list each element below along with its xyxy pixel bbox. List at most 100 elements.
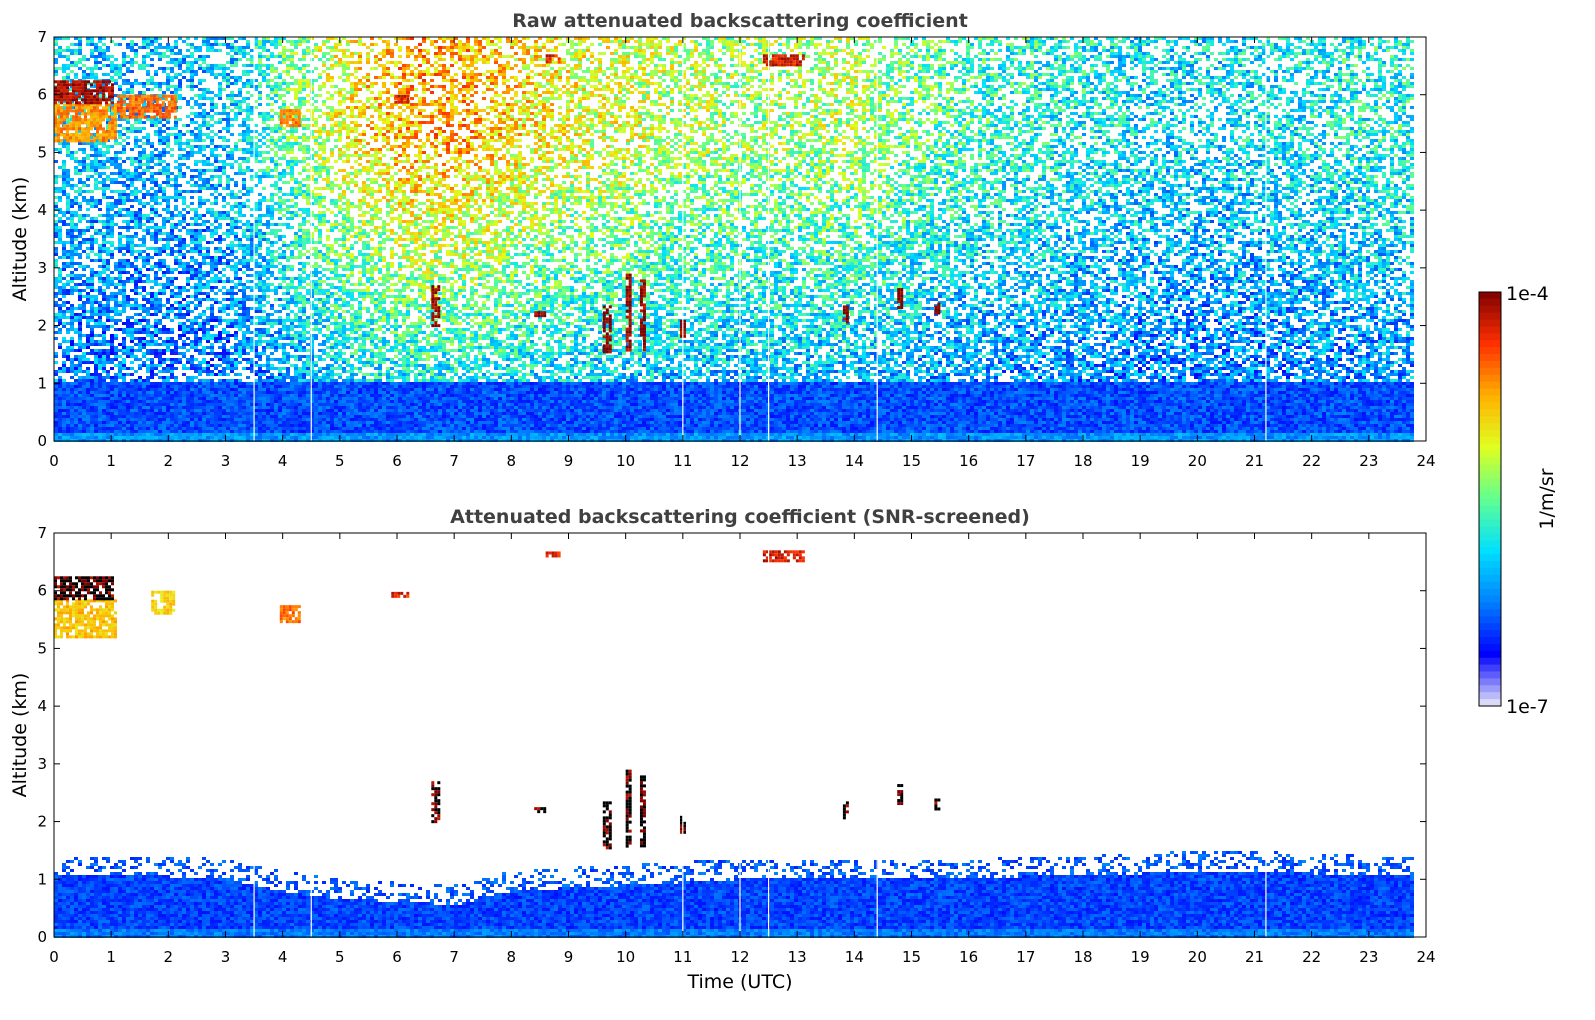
colorbar-step [1479, 644, 1501, 652]
x-tick-label: 4 [278, 948, 288, 966]
x-tick-label: 10 [616, 948, 635, 966]
colorbar-step [1479, 423, 1501, 431]
colorbar-step [1479, 465, 1501, 473]
colorbar-step [1479, 630, 1501, 638]
x-tick-label: 4 [278, 452, 288, 470]
data-gap-line [768, 533, 769, 937]
x-tick-label: 17 [1016, 948, 1035, 966]
x-tick-label: 20 [1188, 948, 1207, 966]
colorbar-step [1479, 699, 1501, 707]
x-tick-label: 5 [335, 948, 345, 966]
x-tick-label: 18 [1073, 948, 1092, 966]
colorbar-step [1479, 347, 1501, 355]
x-tick-label: 1 [106, 452, 116, 470]
data-gap-line [253, 37, 254, 441]
colorbar: 1e-4 1e-7 1/m/sr [1479, 283, 1558, 718]
colorbar-step [1479, 292, 1501, 300]
y-tick-label: 6 [37, 582, 47, 600]
x-tick-label: 21 [1245, 452, 1264, 470]
colorbar-step [1479, 547, 1501, 555]
x-tick-label: 1 [106, 948, 116, 966]
x-tick-label: 10 [616, 452, 635, 470]
y-tick-label: 0 [37, 928, 47, 946]
colorbar-step [1479, 637, 1501, 645]
data-gap-line [311, 37, 312, 441]
x-tick-label: 6 [392, 452, 402, 470]
y-tick-label: 4 [37, 201, 47, 219]
colorbar-step [1479, 478, 1501, 486]
x-tick-label: 8 [507, 948, 517, 966]
data-gap-line [877, 37, 878, 441]
colorbar-step [1479, 520, 1501, 528]
x-tick-label: 20 [1188, 452, 1207, 470]
x-tick-label: 23 [1359, 452, 1378, 470]
cloud-feature [54, 576, 114, 600]
data-gap-line [311, 533, 312, 937]
cloud-feature [626, 770, 632, 848]
data-gap-line [253, 533, 254, 937]
data-gap-line [877, 533, 878, 937]
colorbar-step [1479, 389, 1501, 397]
x-tick-label: 12 [730, 948, 749, 966]
x-tick-label: 19 [1131, 452, 1150, 470]
x-tick-label: 15 [902, 452, 921, 470]
colorbar-step [1479, 527, 1501, 535]
colorbar-step [1479, 506, 1501, 514]
x-tick-label: 11 [673, 948, 692, 966]
colorbar-step [1479, 623, 1501, 631]
data-gap-line [682, 37, 683, 441]
x-tick-label: 8 [507, 452, 517, 470]
y-tick-label: 2 [37, 813, 47, 831]
colorbar-step [1479, 430, 1501, 438]
panel-raw-ylabel: Altitude (km) [9, 177, 31, 302]
x-tick-label: 12 [730, 452, 749, 470]
data-gap-line [1265, 533, 1266, 937]
panel-screened: Attenuated backscattering coefficient (S… [9, 506, 1436, 993]
colorbar-step [1479, 437, 1501, 445]
panel-screened-xlabel: Time (UTC) [686, 971, 792, 993]
x-tick-label: 7 [449, 948, 459, 966]
data-gap-line [1265, 37, 1266, 441]
panel-raw-title: Raw attenuated backscattering coefficien… [512, 10, 968, 32]
colorbar-min-label: 1e-7 [1506, 696, 1549, 718]
colorbar-step [1479, 340, 1501, 348]
colorbar-step [1479, 485, 1501, 493]
colorbar-step [1479, 692, 1501, 700]
colorbar-step [1479, 458, 1501, 466]
colorbar-gradient [1479, 292, 1501, 707]
colorbar-step [1479, 513, 1501, 521]
colorbar-step [1479, 402, 1501, 410]
colorbar-step [1479, 534, 1501, 542]
cloud-feature [54, 80, 114, 104]
x-tick-label: 19 [1131, 948, 1150, 966]
colorbar-step [1479, 396, 1501, 404]
y-tick-label: 3 [37, 755, 47, 773]
colorbar-step [1479, 672, 1501, 680]
colorbar-step [1479, 444, 1501, 452]
colorbar-step [1479, 540, 1501, 548]
x-tick-label: 24 [1416, 452, 1435, 470]
x-tick-label: 13 [788, 452, 807, 470]
colorbar-step [1479, 678, 1501, 686]
cloud-feature [534, 311, 546, 317]
data-gap-line [739, 37, 740, 441]
y-tick-label: 1 [37, 870, 47, 888]
y-tick-label: 0 [37, 432, 47, 450]
x-tick-label: 3 [221, 948, 231, 966]
y-tick-label: 5 [37, 143, 47, 161]
x-tick-label: 11 [673, 452, 692, 470]
colorbar-unit-label: 1/m/sr [1536, 468, 1558, 529]
y-tick-label: 2 [37, 317, 47, 335]
x-tick-label: 0 [49, 452, 59, 470]
colorbar-step [1479, 609, 1501, 617]
colorbar-step [1479, 561, 1501, 569]
x-tick-label: 14 [845, 948, 864, 966]
colorbar-step [1479, 616, 1501, 624]
colorbar-step [1479, 554, 1501, 562]
colorbar-step [1479, 299, 1501, 307]
x-tick-label: 6 [392, 948, 402, 966]
x-tick-label: 16 [959, 452, 978, 470]
x-tick-label: 18 [1073, 452, 1092, 470]
colorbar-step [1479, 361, 1501, 369]
